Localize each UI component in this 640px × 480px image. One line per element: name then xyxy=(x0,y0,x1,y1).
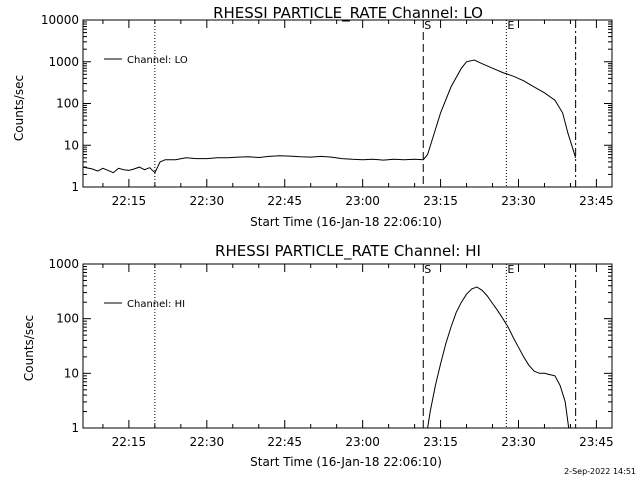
y-tick-label: 1 xyxy=(71,180,79,194)
lo-channel-panel: RHESSI PARTICLE_RATE Channel: LO Start T… xyxy=(12,4,614,229)
x-tick-label: 22:45 xyxy=(267,194,302,208)
x-tick-label: 22:15 xyxy=(112,435,147,449)
y-tick-label: 1000 xyxy=(48,55,79,69)
plot-frame xyxy=(82,263,613,429)
x-tick-label: 23:15 xyxy=(423,194,458,208)
x-tick-label: 22:30 xyxy=(190,194,225,208)
hi-channel-panel: RHESSI PARTICLE_RATE Channel: HI Start T… xyxy=(22,242,614,469)
y-tick-label: 10000 xyxy=(41,13,79,27)
y-axis-label: Counts/sec xyxy=(12,75,26,141)
x-tick-label: 23:15 xyxy=(423,435,458,449)
chart-title: RHESSI PARTICLE_RATE Channel: HI xyxy=(215,242,481,261)
x-axis-label: Start Time (16-Jan-18 22:06:10) xyxy=(250,215,442,229)
y-tick-label: 10 xyxy=(64,138,79,152)
event-marker-label: E xyxy=(507,263,514,276)
y-tick-label: 10 xyxy=(64,366,79,380)
plot-frame xyxy=(82,19,613,188)
y-tick-label: 1 xyxy=(71,421,79,435)
y-tick-label: 100 xyxy=(56,97,79,111)
event-marker-label: E xyxy=(507,19,514,32)
event-marker-label: S xyxy=(424,263,431,276)
x-tick-label: 23:30 xyxy=(501,435,536,449)
footer-timestamp: 2-Sep-2022 14:51 xyxy=(564,467,636,476)
x-tick-label: 23:00 xyxy=(345,435,380,449)
x-tick-label: 22:30 xyxy=(190,435,225,449)
x-tick-label: 23:45 xyxy=(579,194,614,208)
legend-entry: Channel: HI xyxy=(127,299,185,310)
x-tick-label: 23:00 xyxy=(345,194,380,208)
chart-title: RHESSI PARTICLE_RATE Channel: LO xyxy=(213,4,483,23)
y-tick-label: 100 xyxy=(56,312,79,326)
series-line xyxy=(427,286,570,429)
x-tick-label: 23:45 xyxy=(579,435,614,449)
y-tick-label: 1000 xyxy=(48,257,79,271)
x-tick-label: 22:45 xyxy=(267,435,302,449)
series-line xyxy=(82,59,577,174)
x-tick-label: 23:30 xyxy=(501,194,536,208)
y-axis-label: Counts/sec xyxy=(22,315,36,381)
x-axis-label: Start Time (16-Jan-18 22:06:10) xyxy=(250,455,442,469)
x-tick-label: 22:15 xyxy=(112,194,147,208)
event-marker-label: S xyxy=(424,19,431,32)
legend-entry: Channel: LO xyxy=(127,55,188,66)
